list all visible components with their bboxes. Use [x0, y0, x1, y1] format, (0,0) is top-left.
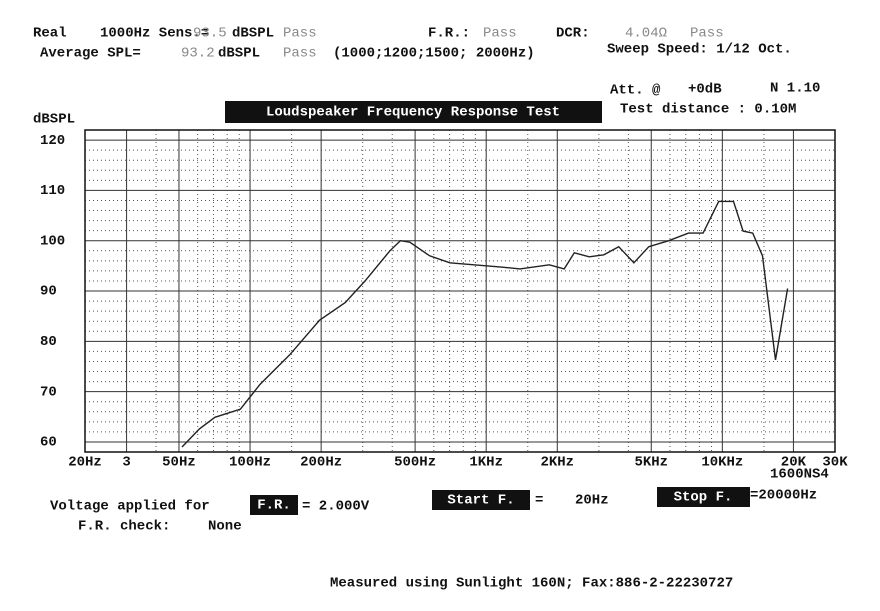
x-tick-label: 3 [122, 455, 130, 471]
x-tick-label: 20Hz [68, 455, 102, 471]
label-box [432, 490, 530, 510]
header-text: DCR: [556, 26, 590, 42]
chart-title: Loudspeaker Frequency Response Test [266, 105, 560, 121]
footer-box-text: F.R. [257, 498, 291, 514]
header-value: 4.04Ω [625, 26, 667, 42]
y-tick-label: 70 [40, 384, 57, 400]
footer-text: = 2.000V [302, 499, 370, 515]
header-text: Att. @ [610, 83, 661, 99]
header-status: Pass [690, 26, 724, 42]
y-tick-label: 90 [40, 284, 57, 300]
title-box [225, 101, 602, 123]
x-tick-label: 200Hz [300, 455, 342, 471]
x-tick-label: 30K [822, 455, 848, 471]
footer-text: = [535, 493, 543, 509]
response-curve [181, 200, 789, 448]
x-tick-label: 5KHz [634, 455, 668, 471]
y-tick-label: 80 [40, 334, 57, 350]
footer-box-text: Stop F. [674, 490, 733, 506]
footer-text: =20000Hz [750, 488, 817, 504]
label-box [657, 487, 750, 507]
model-label: 1600NS4 [770, 467, 829, 483]
x-tick-label: 10KHz [701, 455, 743, 471]
footer-text: 20Hz [575, 493, 609, 509]
header-text: Sweep Speed: 1/12 Oct. [607, 42, 792, 58]
x-tick-label: 2KHz [540, 455, 574, 471]
footer-text: Measured using Sunlight 160N; Fax:886-2-… [330, 576, 733, 592]
header-text: Average SPL= [40, 46, 141, 62]
y-tick-label: 110 [40, 183, 65, 199]
header-status: Pass [283, 26, 317, 42]
x-tick-label: 20K [781, 455, 807, 471]
y-tick-label: 100 [40, 233, 65, 249]
header-text: (1000;1200;1500; 2000Hz) [333, 46, 535, 62]
header-text: 1000Hz Sens.= [100, 26, 209, 42]
x-tick-label: 100Hz [229, 455, 271, 471]
footer-text: F.R. check: [78, 519, 170, 535]
x-tick-label: 50Hz [162, 455, 196, 471]
header-text: dBSPL [218, 46, 260, 62]
header-value: 93.5 [193, 26, 227, 42]
footer-text: None [208, 519, 242, 535]
footer-box-text: Start F. [447, 493, 514, 509]
header-value: 93.2 [181, 46, 215, 62]
y-tick-label: 120 [40, 133, 65, 149]
header-text: F.R.: [428, 26, 470, 42]
x-tick-label: 500Hz [394, 455, 436, 471]
header-text: Test distance : 0.10M [620, 102, 796, 118]
header-text: N 1.10 [770, 81, 820, 97]
y-tick-label: 60 [40, 435, 57, 451]
y-axis-label: dBSPL [33, 112, 75, 128]
footer-text: Voltage applied for [50, 499, 210, 515]
plot-frame [84, 129, 836, 453]
header-status: Pass [283, 46, 317, 62]
label-box [250, 495, 298, 515]
header-status: Pass [483, 26, 517, 42]
header-text: dBSPL [232, 26, 274, 42]
x-tick-label: 1KHz [469, 455, 503, 471]
header-text: Real [33, 26, 67, 42]
header-text: +0dB [688, 82, 722, 98]
